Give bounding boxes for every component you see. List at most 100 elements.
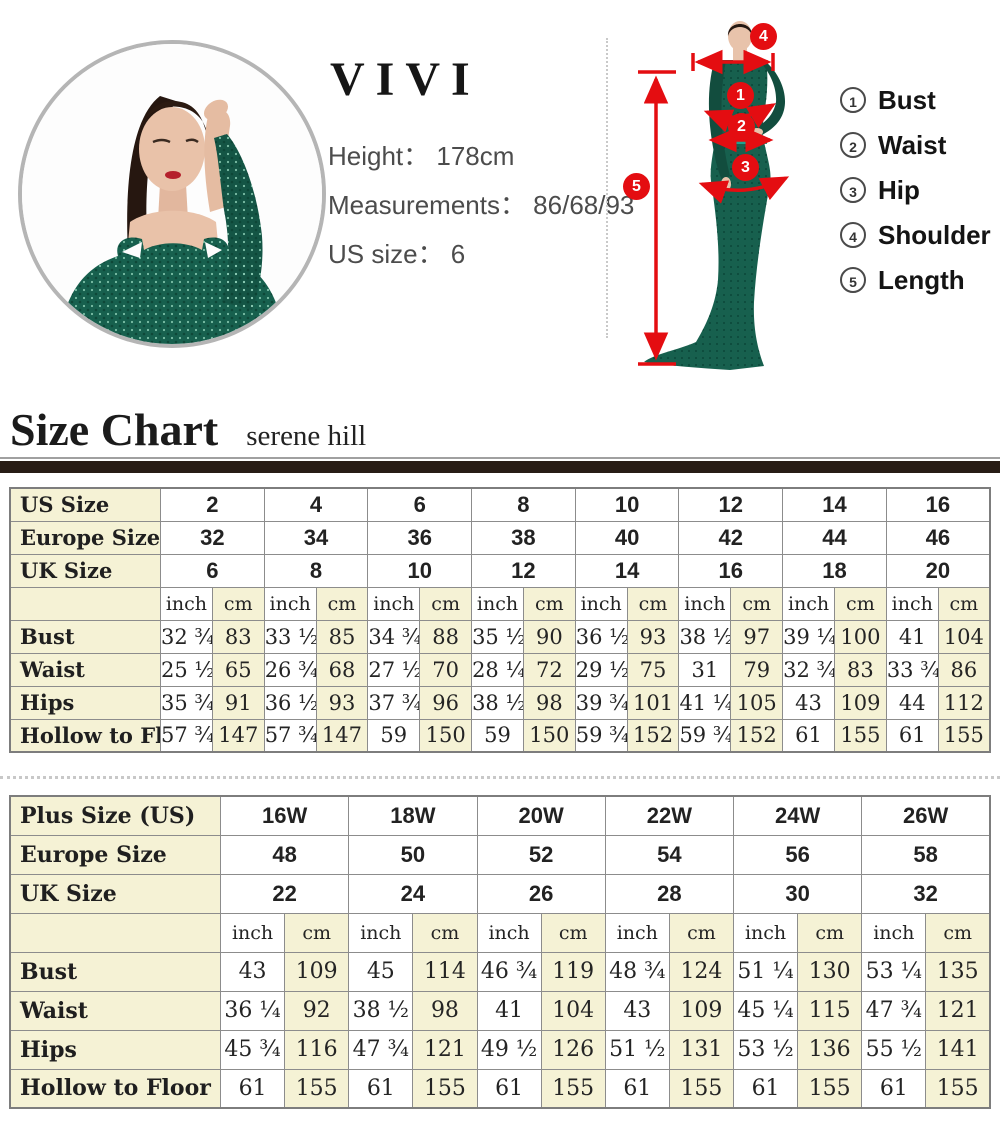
- cm-value-cell: 126: [540, 1029, 606, 1070]
- legend-number: 2: [840, 132, 866, 158]
- row-label-cell: Bust: [9, 619, 161, 654]
- diagram-divider-line: [606, 38, 608, 338]
- unit-row: inch cm inch cm inch cm inch cm inch cm inch cm inch…: [9, 586, 991, 621]
- inch-value-cell: 43: [604, 990, 670, 1031]
- cm-value-cell: 91: [211, 685, 265, 720]
- size-chart-title: Size Chart: [10, 404, 219, 455]
- inch-value-cell: 32 ¾: [782, 652, 835, 687]
- inch-value-cell: 48 ¾: [604, 951, 670, 992]
- cm-value-cell: 131: [668, 1029, 735, 1070]
- inch-value-cell: 61: [348, 1068, 414, 1109]
- inch-value-cell: 59: [471, 718, 524, 753]
- cm-value-cell: 100: [833, 619, 887, 654]
- divider-bar: [0, 461, 1000, 473]
- unit-cm-cell: cm: [668, 912, 735, 953]
- size-value-cell: 44: [782, 520, 887, 555]
- size-value-cell: 26W: [861, 795, 991, 836]
- unit-cm-cell: cm: [626, 586, 680, 621]
- diagram-marker-shoulder: 4: [750, 23, 777, 50]
- inch-value-cell: 51 ½: [604, 1029, 670, 1070]
- size-value-cell: 58: [861, 834, 991, 875]
- cm-value-cell: 109: [833, 685, 887, 720]
- size-value-cell: 32: [861, 873, 991, 914]
- inch-value-cell: 55 ½: [861, 1029, 927, 1070]
- unit-inch-cell: inch: [732, 912, 799, 953]
- cm-value-cell: 155: [412, 1068, 478, 1109]
- size-value-cell: 20: [885, 553, 991, 588]
- model-photo-illustration: [22, 44, 322, 344]
- size-value-cell: 34: [263, 520, 369, 555]
- inch-value-cell: 34 ¾: [367, 619, 421, 654]
- cm-value-cell: 155: [668, 1068, 735, 1109]
- size-value-cell: 28: [604, 873, 735, 914]
- inch-value-cell: 39 ¾: [574, 685, 628, 720]
- inch-value-cell: 61: [604, 1068, 670, 1109]
- row-label-cell: [9, 912, 221, 953]
- inch-value-cell: 29 ½: [574, 652, 628, 687]
- legend-label: Waist: [878, 129, 947, 160]
- legend-item-waist: 2 Waist: [840, 129, 991, 160]
- inch-value-cell: 57 ¾: [160, 718, 213, 753]
- unit-row: inch cm inch cm inch cm inch cm inch cm inch cm: [9, 912, 991, 953]
- diagram-marker-bust: 1: [727, 82, 754, 109]
- cm-value-cell: 119: [540, 951, 606, 992]
- size-value-cell: 32: [160, 520, 265, 555]
- inch-value-cell: 41: [885, 619, 939, 654]
- row-label-cell: Waist: [9, 652, 161, 687]
- unit-cm-cell: cm: [412, 912, 478, 953]
- inch-value-cell: 26 ¾: [263, 652, 317, 687]
- size-value-cell: 6: [367, 487, 473, 522]
- size-value-cell: 38: [471, 520, 576, 555]
- cm-value-cell: 83: [833, 652, 887, 687]
- unit-inch-cell: inch: [367, 586, 421, 621]
- legend-number: 3: [840, 177, 866, 203]
- size-value-cell: 36: [367, 520, 473, 555]
- size-value-cell: 42: [678, 520, 784, 555]
- inch-value-cell: 31: [678, 652, 732, 687]
- inch-value-cell: 47 ¾: [861, 990, 927, 1031]
- model-us-size: US size： 6: [328, 239, 466, 269]
- inch-value-cell: 61: [219, 1068, 286, 1109]
- unit-cm-cell: cm: [833, 586, 887, 621]
- diagram-marker-hip: 3: [732, 154, 759, 181]
- model-info: Height： 178cm Measurements： 86/68/93 US …: [328, 140, 634, 287]
- row-label-cell: [9, 586, 161, 621]
- cm-value-cell: 79: [730, 652, 784, 687]
- inch-value-cell: 61: [476, 1068, 542, 1109]
- cm-value-cell: 70: [419, 652, 473, 687]
- cm-value-cell: 104: [540, 990, 606, 1031]
- legend-item-length: 5 Length: [840, 265, 991, 295]
- cm-value-cell: 75: [626, 652, 680, 687]
- size-value-cell: 14: [574, 553, 680, 588]
- cm-value-cell: 152: [730, 718, 784, 753]
- unit-cm-cell: cm: [937, 586, 991, 621]
- cm-value-cell: 93: [626, 619, 680, 654]
- table-row: US Size 2 4 6 8 10 12 14 16: [9, 487, 991, 522]
- row-label-cell: Europe Size: [9, 520, 161, 555]
- inch-value-cell: 59 ¾: [574, 718, 628, 753]
- inch-value-cell: 61: [885, 718, 939, 753]
- cm-value-cell: 121: [925, 990, 991, 1031]
- legend-label: Bust: [878, 84, 936, 115]
- inch-value-cell: 36 ¼: [219, 990, 286, 1031]
- size-value-cell: 4: [263, 487, 369, 522]
- table-row: Europe Size 32 34 36 38 40 42 44 46: [9, 520, 991, 555]
- legend-label: Shoulder: [878, 219, 991, 250]
- unit-inch-cell: inch: [574, 586, 628, 621]
- cm-value-cell: 104: [937, 619, 991, 654]
- model-measurements: Measurements： 86/68/93: [328, 190, 635, 220]
- cm-value-cell: 152: [626, 718, 680, 753]
- row-label-cell: Waist: [9, 990, 221, 1031]
- inch-value-cell: 43: [782, 685, 835, 720]
- cm-value-cell: 68: [315, 652, 369, 687]
- unit-inch-cell: inch: [782, 586, 835, 621]
- inch-value-cell: 39 ¼: [782, 619, 835, 654]
- unit-cm-cell: cm: [315, 586, 369, 621]
- inch-value-cell: 49 ½: [476, 1029, 542, 1070]
- unit-cm-cell: cm: [284, 912, 350, 953]
- cm-value-cell: 147: [315, 718, 369, 753]
- cm-value-cell: 147: [211, 718, 265, 753]
- cm-value-cell: 96: [419, 685, 473, 720]
- legend-item-hip: 3 Hip: [840, 175, 991, 205]
